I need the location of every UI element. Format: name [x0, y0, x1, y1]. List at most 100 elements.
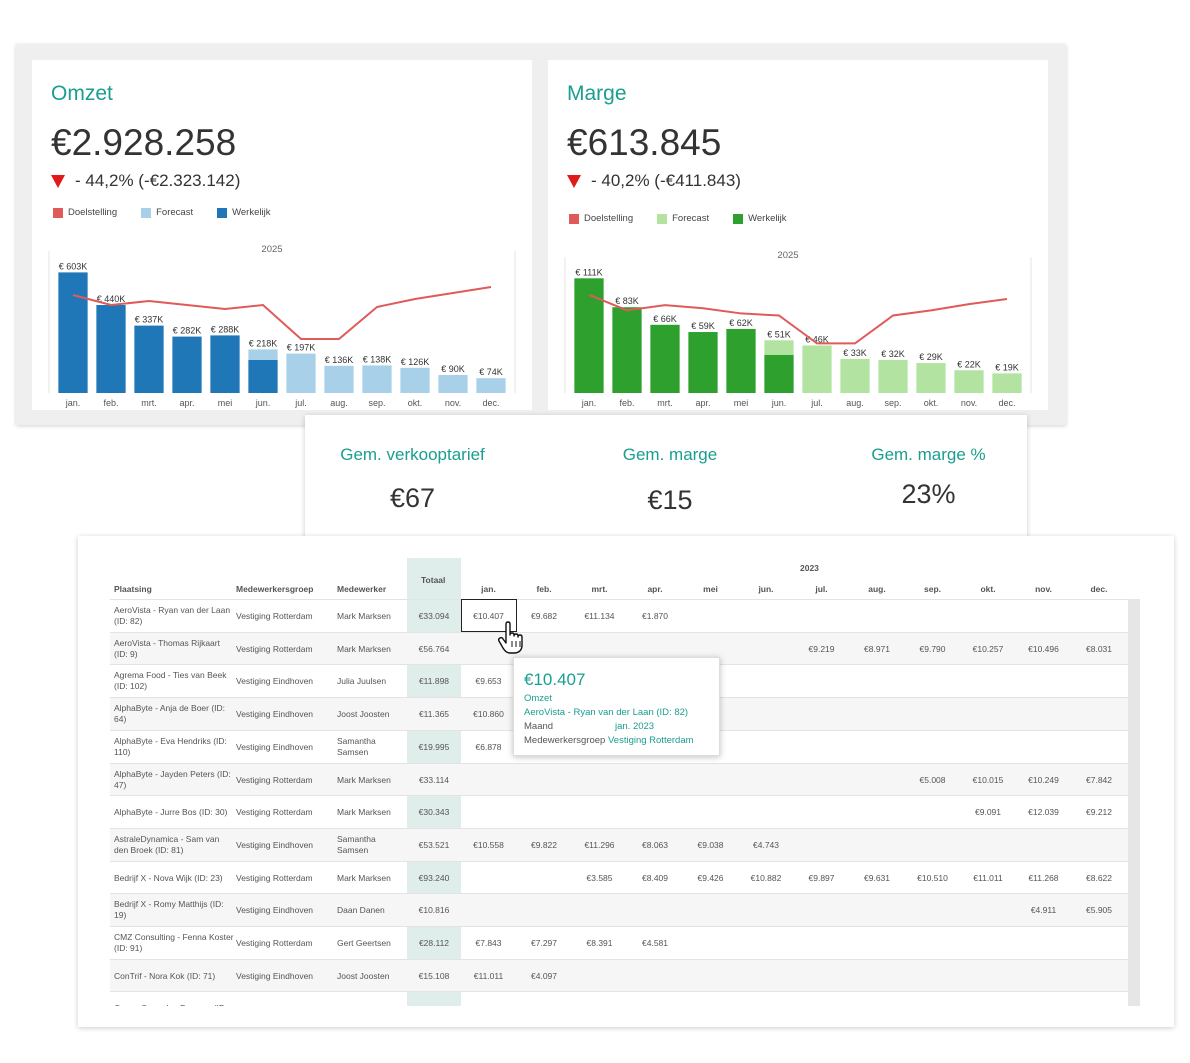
month-cell[interactable]: €11.134 — [584, 611, 615, 621]
month-cell[interactable]: €8.031 — [1086, 643, 1112, 654]
table-row[interactable]: Bedrijf X - Romy Matthijs (ID: 19) Vestigi… — [110, 893, 1128, 927]
month-cell[interactable]: €9.631 — [864, 872, 890, 883]
header-totaal[interactable]: Totaal — [421, 575, 446, 585]
month-cell[interactable]: €7.843 — [475, 938, 502, 948]
month-cell[interactable]: €9.653 — [475, 676, 502, 687]
cell-plaatsing: CMZ Consulting - Fenna Koster (ID: 91) — [114, 932, 234, 954]
table-row[interactable]: ConTrif - Nora Kok (ID: 71) Vestiging Ein… — [110, 958, 1128, 992]
header-medewerker[interactable]: Medewerker — [337, 584, 387, 594]
month-cell[interactable]: €8.971 — [864, 643, 890, 654]
month-cell[interactable]: €10.510 — [917, 872, 948, 883]
header-month[interactable]: jun. — [758, 584, 774, 594]
month-cell[interactable]: €9.426 — [697, 872, 724, 883]
cell-medewerker-line: Mark Marksen — [337, 611, 391, 621]
bar-forecast — [878, 359, 908, 393]
month-cell[interactable]: €11.011 — [973, 872, 1003, 883]
table-row[interactable]: AeroVista - Ryan van der Laan (ID: 82) Ves… — [110, 599, 1128, 632]
header-month[interactable]: aug. — [868, 584, 886, 594]
bar-werkelijk — [134, 325, 164, 393]
month-cell[interactable]: €3.585 — [586, 872, 613, 883]
marge-bar-chart[interactable]: 2025 € 111K jan. € 83K feb. € 66K mrt. € 59K apr… — [548, 60, 1048, 410]
legend-forecast[interactable]: Forecast — [657, 213, 709, 224]
cell-plaatsing-line: 64) — [114, 714, 127, 725]
header-plaatsing[interactable]: Plaatsing — [114, 584, 152, 594]
table-row[interactable]: CMZ Consulting - Fenna Koster (ID: 91) Ves… — [110, 926, 1128, 959]
header-month[interactable]: sep. — [923, 584, 941, 594]
month-cell[interactable]: €9.897 — [808, 872, 835, 883]
month-cell[interactable]: €4.743 — [753, 839, 779, 850]
bar-forecast — [324, 365, 354, 393]
legend-doelstelling[interactable]: Doelstelling — [569, 213, 633, 224]
month-cell[interactable]: €9.822 — [531, 839, 557, 850]
month-cell[interactable]: €10.257 — [972, 643, 1004, 654]
month-cell[interactable]: €10.860 — [473, 709, 504, 720]
cell-medewerker-line: Mark Marksen — [337, 872, 391, 883]
month-cell[interactable]: €10.015 — [972, 774, 1004, 785]
table-row[interactable]: Bedrijf X - Nova Wijk (ID: 23) Vestiging … — [110, 860, 1128, 894]
month-cell[interactable]: €10.882 — [750, 872, 782, 883]
bar-forecast — [764, 340, 794, 355]
bar-forecast — [286, 353, 316, 393]
header-month[interactable]: apr. — [647, 584, 663, 594]
month-cell[interactable]: €10.249 — [1028, 774, 1059, 785]
bar-value-label: € 22K — [957, 359, 981, 369]
month-cell[interactable]: €7.297 — [531, 938, 557, 948]
omzet-bar-chart[interactable]: 2025 € 603K jan. € 440K feb. € 337K mrt. € 282K… — [32, 60, 532, 410]
month-cell[interactable]: €9.682 — [531, 611, 557, 621]
month-cell[interactable]: €5.905 — [1086, 905, 1112, 916]
cell-medewerker: Samantha Samsen — [337, 736, 405, 758]
month-cell[interactable]: €10.407 — [473, 611, 504, 621]
month-cell[interactable]: €10.558 — [473, 839, 504, 850]
legend-werkelijk[interactable]: Werkelijk — [217, 207, 270, 218]
table-row[interactable]: AeroVista - Thomas Rijkaart (ID: 9) Vestig… — [110, 631, 1128, 665]
month-cell[interactable]: €8.063 — [642, 839, 668, 850]
header-month[interactable]: okt. — [980, 584, 996, 594]
cell-plaatsing-line: AstraleDynamica - Sam van — [114, 833, 220, 844]
month-cell[interactable]: €1.870 — [642, 611, 668, 621]
cell-medewerkersgroep: Vestiging Eindhoven — [236, 839, 314, 850]
month-cell[interactable]: €7.842 — [1086, 774, 1112, 785]
table-row[interactable]: AlphaByte - Jurre Bos (ID: 30) Vestiging … — [110, 795, 1128, 828]
month-cell[interactable]: €9.790 — [919, 643, 946, 654]
header-month[interactable]: nov. — [1035, 584, 1052, 594]
month-cell[interactable]: €5.008 — [919, 774, 946, 785]
month-cell[interactable]: €11.011 — [473, 970, 504, 981]
table-row[interactable]: CosmoCom - Isa Bosman (ID: — [110, 991, 1128, 1006]
header-medewerkersgroep[interactable]: Medewerkersgroep — [236, 584, 314, 594]
header-month[interactable]: jan. — [481, 584, 496, 594]
bar-werkelijk — [172, 336, 202, 393]
header-month[interactable]: mrt. — [591, 584, 608, 594]
header-month[interactable]: jul. — [815, 584, 828, 594]
month-cell[interactable]: €9.212 — [1086, 807, 1112, 818]
month-cell[interactable]: €4.581 — [642, 938, 668, 948]
month-cell[interactable]: €8.391 — [586, 938, 613, 948]
header-month[interactable]: feb. — [536, 584, 552, 594]
month-cell[interactable]: €4.911 — [1030, 905, 1057, 916]
month-cell[interactable]: €11.296 — [584, 839, 615, 850]
month-cell[interactable]: €9.038 — [697, 839, 724, 850]
omzet-legend: Doelstelling Forecast Werkelijk — [53, 207, 270, 218]
month-cell[interactable]: €12.039 — [1028, 807, 1059, 818]
header-month[interactable]: mei — [703, 584, 718, 594]
month-cell[interactable]: €9.091 — [975, 807, 1001, 818]
month-cell[interactable]: €8.409 — [642, 872, 668, 883]
cell-medewerker: Mark Marksen — [337, 873, 405, 884]
header-month[interactable]: dec. — [1090, 584, 1108, 594]
month-cell[interactable]: €10.496 — [1028, 643, 1059, 654]
month-cell[interactable]: €11.268 — [1028, 872, 1059, 883]
table-scrollbar[interactable] — [1128, 599, 1140, 1006]
month-cell[interactable]: €6.878 — [475, 741, 502, 752]
month-cell[interactable]: €9.219 — [808, 643, 835, 654]
table-row[interactable]: AlphaByte - Jayden Peters (ID: 47) Vestigi… — [110, 762, 1128, 796]
x-tick-label: okt. — [924, 398, 939, 408]
month-cell[interactable]: €8.622 — [1086, 872, 1112, 883]
table-row[interactable]: AstraleDynamica - Sam van den Broek (ID: … — [110, 827, 1128, 861]
kpi-value: 23% — [901, 479, 956, 509]
legend-doelstelling[interactable]: Doelstelling — [53, 207, 117, 218]
bar-value-label: € 440K — [97, 294, 126, 304]
legend-forecast[interactable]: Forecast — [141, 207, 193, 218]
x-tick-label: sep. — [884, 398, 901, 408]
tooltip-groep-row: Medewerkersgroep Vestiging Rotterdam — [524, 735, 694, 746]
legend-werkelijk[interactable]: Werkelijk — [733, 213, 786, 224]
month-cell[interactable]: €4.097 — [531, 970, 557, 981]
